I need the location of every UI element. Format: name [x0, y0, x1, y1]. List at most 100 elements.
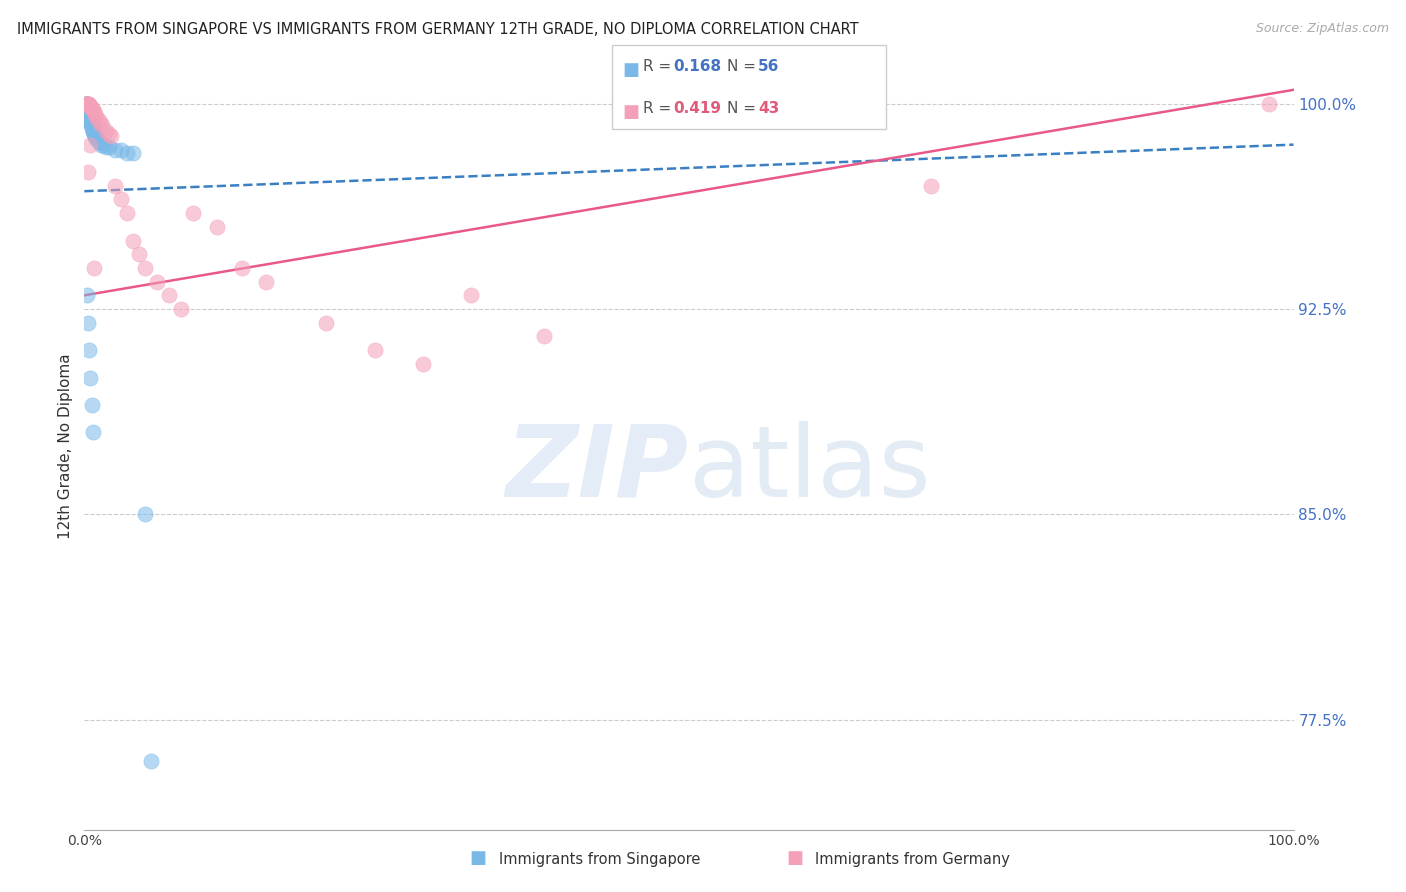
- Point: [134, 508, 156, 522]
- Point: [110, 193, 132, 207]
- Point: [79, 112, 101, 127]
- Text: N =: N =: [727, 101, 761, 116]
- Point: [77, 102, 100, 116]
- Point: [91, 119, 114, 133]
- Text: R =: R =: [643, 59, 676, 74]
- Point: [77, 165, 100, 179]
- Point: [80, 119, 103, 133]
- Point: [86, 132, 108, 146]
- Point: [231, 260, 253, 275]
- Point: [363, 343, 385, 357]
- Point: [104, 143, 127, 157]
- Point: [115, 206, 138, 220]
- Point: [76, 96, 98, 111]
- Point: [104, 178, 127, 193]
- Text: Immigrants from Germany: Immigrants from Germany: [815, 852, 1011, 867]
- Point: [97, 140, 120, 154]
- Point: [79, 110, 101, 124]
- Point: [82, 121, 104, 136]
- Point: [80, 116, 103, 130]
- Point: [77, 343, 100, 357]
- Point: [87, 112, 110, 127]
- Point: [77, 96, 100, 111]
- Point: [80, 119, 103, 133]
- Text: IMMIGRANTS FROM SINGAPORE VS IMMIGRANTS FROM GERMANY 12TH GRADE, NO DIPLOMA CORR: IMMIGRANTS FROM SINGAPORE VS IMMIGRANTS …: [17, 22, 859, 37]
- Point: [76, 96, 98, 111]
- Point: [83, 260, 105, 275]
- Point: [139, 754, 162, 768]
- Text: 0.168: 0.168: [673, 59, 721, 74]
- Text: 43: 43: [758, 101, 779, 116]
- Point: [97, 127, 120, 141]
- Point: [134, 260, 156, 275]
- Point: [181, 206, 204, 220]
- Point: [77, 96, 100, 111]
- Point: [80, 121, 103, 136]
- Point: [79, 112, 101, 127]
- Point: [76, 96, 98, 111]
- Point: [84, 129, 107, 144]
- Text: Immigrants from Singapore: Immigrants from Singapore: [499, 852, 700, 867]
- Point: [75, 96, 97, 111]
- Text: 0.419: 0.419: [673, 101, 721, 116]
- Point: [79, 137, 101, 152]
- Point: [460, 288, 482, 302]
- Point: [77, 104, 100, 119]
- Point: [79, 116, 101, 130]
- Point: [83, 127, 105, 141]
- Point: [82, 425, 104, 440]
- Point: [75, 96, 97, 111]
- Point: [77, 107, 100, 121]
- Point: [86, 132, 108, 146]
- Text: atlas: atlas: [689, 420, 931, 517]
- Point: [315, 316, 337, 330]
- Point: [76, 96, 98, 111]
- Point: [79, 116, 101, 130]
- Point: [207, 219, 229, 234]
- Point: [94, 124, 117, 138]
- Point: [82, 124, 104, 138]
- Text: ■: ■: [786, 849, 803, 867]
- Point: [75, 96, 97, 111]
- Point: [79, 99, 101, 113]
- Text: ■: ■: [623, 61, 640, 78]
- Text: N =: N =: [727, 59, 761, 74]
- Point: [93, 137, 115, 152]
- Point: [146, 275, 169, 289]
- Point: [82, 124, 104, 138]
- Text: ■: ■: [470, 849, 486, 867]
- Point: [82, 102, 104, 116]
- Point: [87, 135, 110, 149]
- Y-axis label: 12th Grade, No Diploma: 12th Grade, No Diploma: [58, 353, 73, 539]
- Point: [412, 357, 434, 371]
- Point: [128, 247, 150, 261]
- Point: [94, 140, 117, 154]
- Point: [86, 129, 108, 144]
- Point: [83, 104, 105, 119]
- Point: [79, 370, 101, 384]
- Point: [77, 104, 100, 119]
- Text: ■: ■: [623, 103, 640, 120]
- Point: [90, 137, 112, 152]
- Point: [80, 102, 103, 116]
- Point: [115, 145, 138, 160]
- Point: [77, 99, 100, 113]
- Point: [76, 96, 98, 111]
- Point: [77, 110, 100, 124]
- Point: [121, 145, 143, 160]
- Point: [89, 116, 111, 130]
- Point: [110, 143, 132, 157]
- Point: [121, 234, 143, 248]
- Point: [79, 99, 101, 113]
- Point: [170, 301, 193, 316]
- Point: [76, 96, 98, 111]
- Point: [920, 178, 942, 193]
- Point: [77, 99, 100, 113]
- Text: ZIP: ZIP: [506, 420, 689, 517]
- Point: [157, 288, 180, 302]
- Point: [77, 104, 100, 119]
- Text: R =: R =: [643, 101, 676, 116]
- Point: [77, 99, 100, 113]
- Point: [77, 96, 100, 111]
- Point: [83, 127, 105, 141]
